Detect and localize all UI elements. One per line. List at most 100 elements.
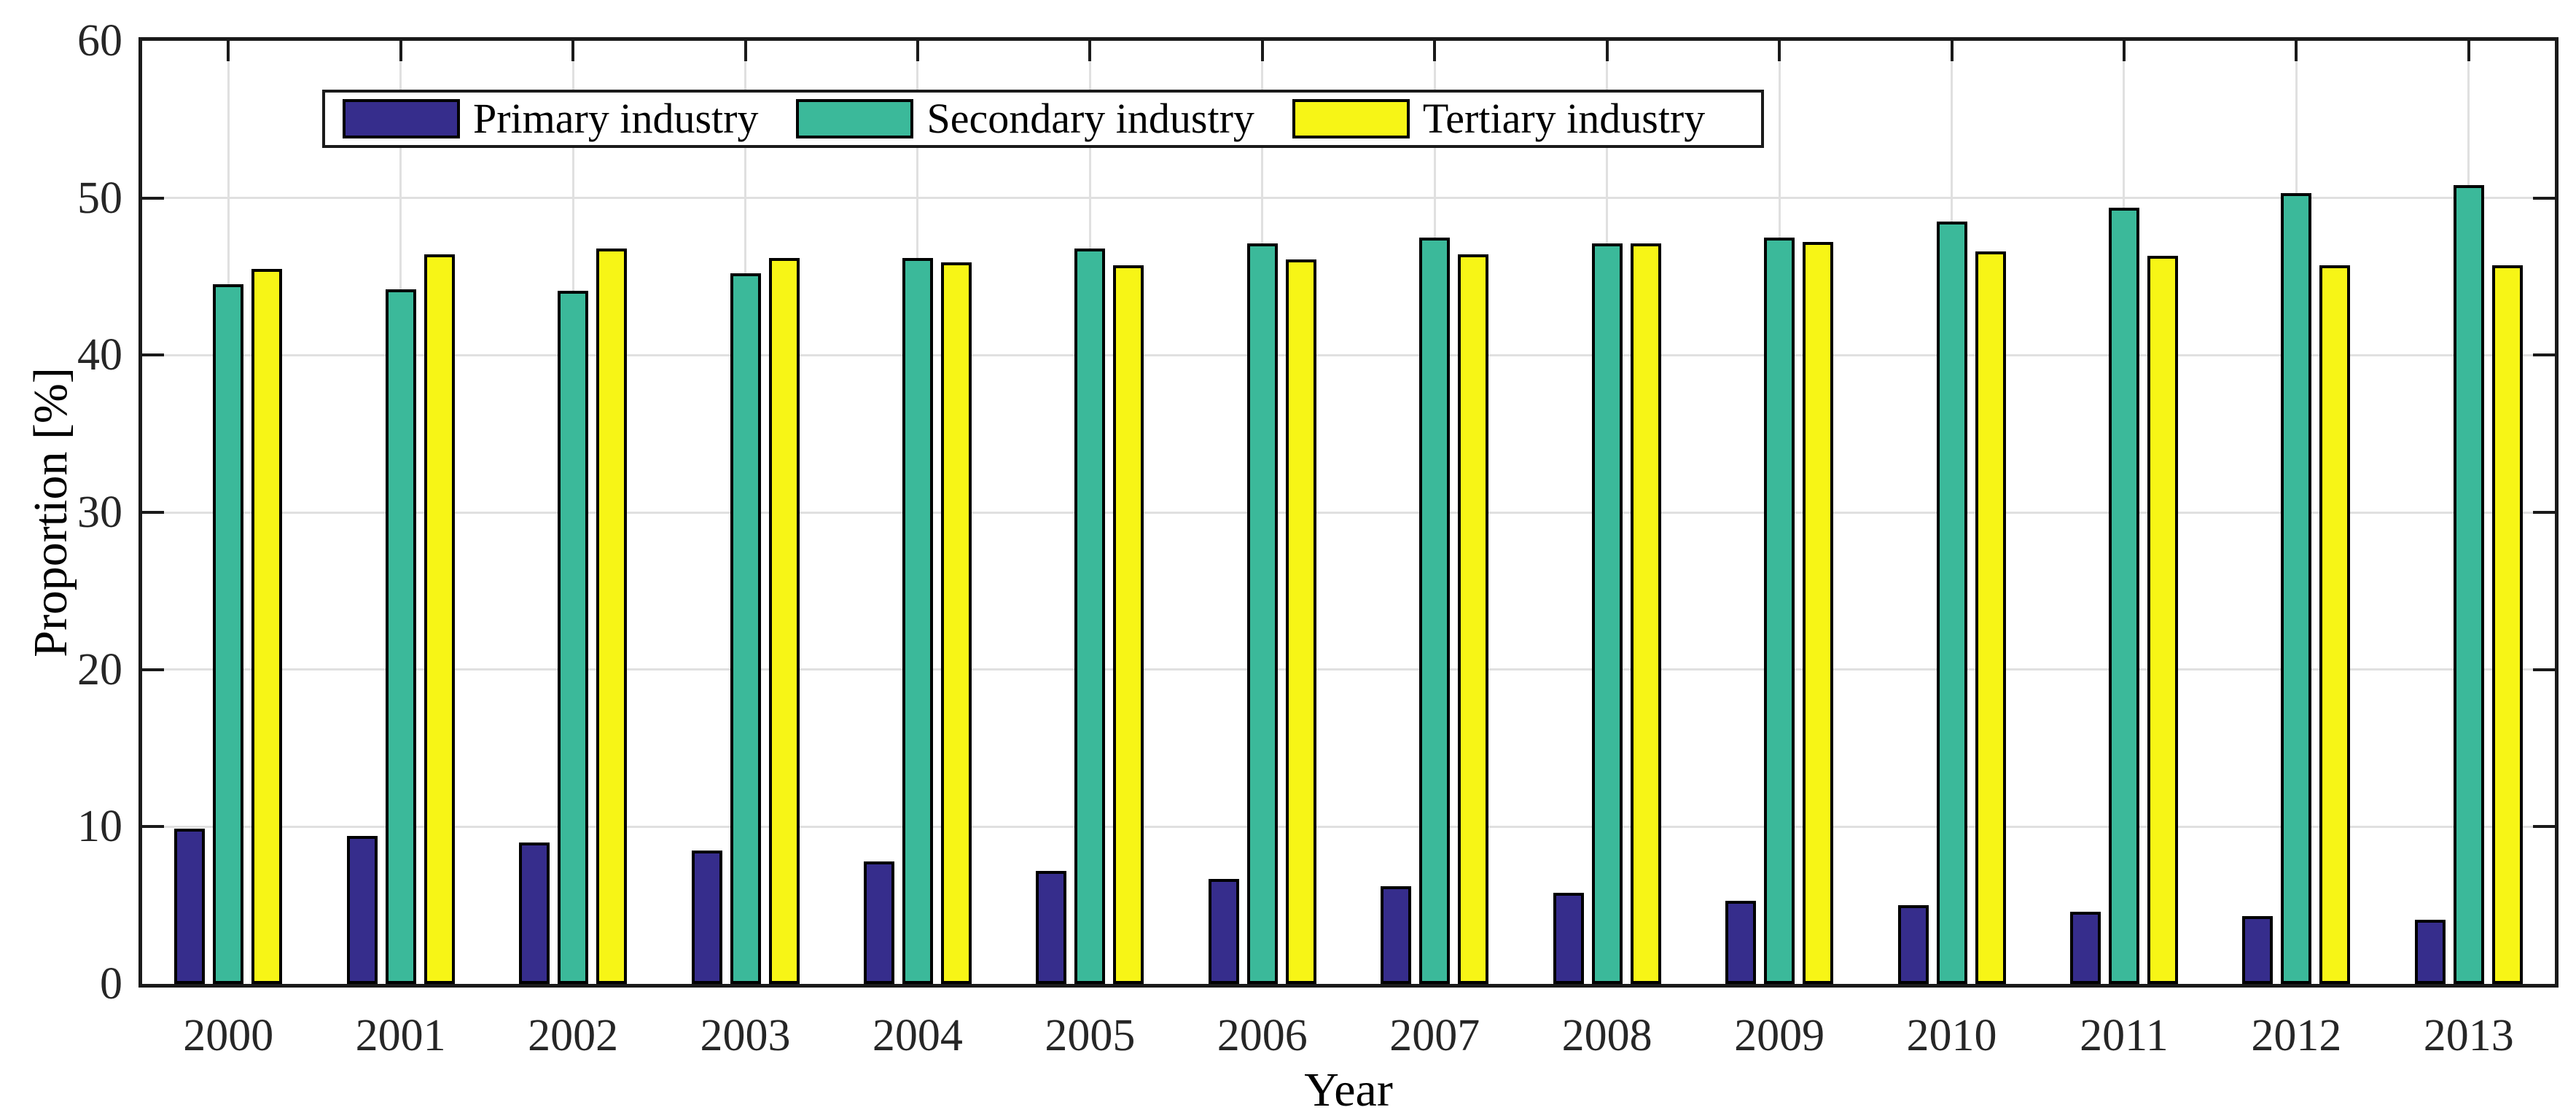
x-axis-title: Year	[1304, 1063, 1393, 1117]
y-tick-mark	[2533, 196, 2555, 200]
y-tick-label-50: 50	[77, 173, 122, 223]
x-tick-label-2008: 2008	[1561, 1011, 1652, 1060]
bar-primary-2012	[2242, 916, 2273, 984]
bar-primary-2006	[1208, 878, 1239, 984]
bar-primary-2010	[1897, 905, 1929, 984]
gridline-y-20	[142, 668, 2555, 671]
bar-primary-2004	[863, 861, 894, 984]
bar-secondary-2007	[1419, 237, 1451, 984]
y-tick-label-10: 10	[77, 802, 122, 852]
bar-primary-2013	[2414, 919, 2446, 984]
x-tick-mark	[1605, 41, 1609, 61]
gridline-y-40	[142, 353, 2555, 356]
legend-swatch-tertiary	[1292, 99, 1410, 138]
legend-swatch-primary	[343, 99, 460, 138]
bar-secondary-2006	[1246, 243, 1278, 984]
y-tick-mark	[2533, 353, 2555, 357]
x-tick-label-2012: 2012	[2251, 1011, 2342, 1060]
bar-primary-2009	[1725, 900, 1757, 984]
bar-tertiary-2005	[1113, 265, 1144, 984]
x-tick-label-2007: 2007	[1389, 1011, 1480, 1060]
bar-secondary-2005	[1074, 248, 1106, 984]
bar-tertiary-2010	[1975, 251, 2006, 984]
bar-secondary-2012	[2281, 193, 2312, 984]
y-tick-mark	[2533, 668, 2555, 671]
plot-area	[138, 37, 2559, 988]
y-tick-mark	[142, 511, 164, 514]
x-tick-label-2005: 2005	[1045, 1011, 1136, 1060]
bar-primary-2011	[2069, 911, 2101, 984]
x-tick-label-2009: 2009	[1734, 1011, 1825, 1060]
bar-primary-2002	[519, 842, 550, 984]
legend-label: Primary industry	[473, 95, 759, 142]
y-tick-label-60: 60	[77, 16, 122, 66]
x-tick-mark	[571, 41, 575, 61]
bar-secondary-2009	[1764, 237, 1795, 984]
bar-primary-2008	[1553, 892, 1584, 984]
legend: Primary industry Secondary industry Tertia…	[322, 90, 1764, 148]
x-tick-mark	[1260, 41, 1264, 61]
gridline-y-30	[142, 511, 2555, 514]
x-tick-label-2003: 2003	[700, 1011, 791, 1060]
y-tick-mark	[142, 668, 164, 671]
bar-primary-2001	[346, 836, 378, 984]
x-tick-mark	[2122, 41, 2126, 61]
x-tick-mark	[1088, 41, 1092, 61]
bar-tertiary-2012	[2319, 265, 2351, 984]
bar-secondary-2003	[730, 273, 761, 984]
y-tick-mark	[2533, 825, 2555, 829]
legend-entry-secondary: Secondary industry	[796, 98, 1254, 140]
x-tick-label-2013: 2013	[2423, 1011, 2514, 1060]
x-tick-label-2002: 2002	[528, 1011, 619, 1060]
bar-secondary-2011	[2108, 207, 2139, 984]
bar-primary-2000	[174, 828, 206, 984]
bar-tertiary-2007	[1458, 254, 1489, 984]
bar-tertiary-2002	[596, 248, 628, 984]
legend-label: Secondary industry	[926, 95, 1254, 142]
x-tick-label-2004: 2004	[872, 1011, 963, 1060]
legend-entry-tertiary: Tertiary industry	[1292, 98, 1705, 140]
bar-secondary-2000	[213, 284, 244, 984]
bar-tertiary-2001	[424, 254, 455, 984]
y-tick-mark	[142, 196, 164, 200]
y-tick-mark	[142, 825, 164, 829]
y-axis-title: Proportion [%]	[24, 367, 77, 657]
bar-secondary-2002	[558, 290, 589, 984]
bar-tertiary-2000	[251, 268, 283, 984]
bar-tertiary-2011	[2147, 256, 2178, 984]
legend-label: Tertiary industry	[1422, 95, 1706, 142]
x-tick-mark	[2295, 41, 2298, 61]
y-tick-mark	[142, 353, 164, 357]
legend-swatch-secondary	[796, 99, 914, 138]
bar-tertiary-2009	[1803, 242, 1834, 984]
x-tick-mark	[399, 41, 402, 61]
legend-entry-primary: Primary industry	[343, 98, 758, 140]
bar-primary-2003	[691, 850, 722, 984]
x-tick-mark	[916, 41, 919, 61]
bar-secondary-2010	[1936, 222, 1967, 984]
x-tick-mark	[2467, 41, 2470, 61]
bar-secondary-2001	[385, 289, 416, 984]
x-tick-label-2010: 2010	[1906, 1011, 1997, 1060]
x-tick-label-2006: 2006	[1217, 1011, 1308, 1060]
bar-secondary-2013	[2453, 185, 2484, 984]
x-tick-label-2000: 2000	[183, 1011, 274, 1060]
x-tick-label-2001: 2001	[355, 1011, 446, 1060]
bar-primary-2007	[1381, 886, 1412, 984]
x-tick-mark	[1950, 41, 1954, 61]
x-tick-mark	[743, 41, 747, 61]
y-tick-mark	[2533, 511, 2555, 514]
x-tick-mark	[1433, 41, 1437, 61]
x-tick-mark	[227, 41, 230, 61]
y-tick-label-30: 30	[77, 488, 122, 537]
y-tick-label-40: 40	[77, 330, 122, 380]
bar-tertiary-2008	[1630, 243, 1661, 984]
y-tick-label-20: 20	[77, 644, 122, 695]
bar-tertiary-2004	[940, 262, 972, 984]
bar-secondary-2008	[1591, 243, 1623, 984]
gridline-y-50	[142, 197, 2555, 200]
bar-primary-2005	[1036, 870, 1067, 984]
bar-secondary-2004	[902, 257, 933, 984]
bar-tertiary-2003	[768, 257, 800, 984]
